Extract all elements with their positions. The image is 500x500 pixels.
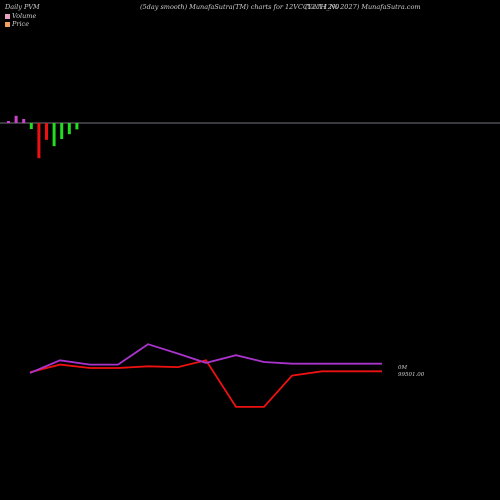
legend-volume: Volume [5, 12, 36, 20]
chart-source: (Vccl 12% 2027) MunafaSutra.com [305, 3, 421, 11]
volume-bar [29, 123, 33, 129]
price-volume-lines [29, 343, 382, 408]
volume-bars [7, 115, 79, 159]
volume-bar [37, 123, 41, 159]
volume-bar [60, 123, 64, 139]
chart-type-label: Daily PVM [5, 3, 40, 11]
legend-price: Price [5, 20, 29, 28]
volume-swatch-icon [5, 13, 10, 19]
volume-bar [45, 123, 48, 140]
volume-bar [75, 123, 79, 130]
chart-title: (5day smooth) MunafaSutra(TM) charts for… [140, 3, 340, 11]
volume-value-label: 0M [398, 365, 407, 371]
legend-price-label: Price [12, 20, 30, 28]
volume-bar [22, 119, 26, 123]
price-value-label: 99501.00 [398, 372, 425, 378]
legend-volume-label: Volume [12, 12, 37, 20]
volume-bar [7, 121, 10, 123]
volume-bar [14, 115, 18, 123]
volume-bar [67, 123, 71, 135]
volume-bar [52, 123, 56, 147]
price-line [29, 359, 382, 408]
price-swatch-icon [5, 21, 10, 27]
volume-line [29, 343, 382, 374]
